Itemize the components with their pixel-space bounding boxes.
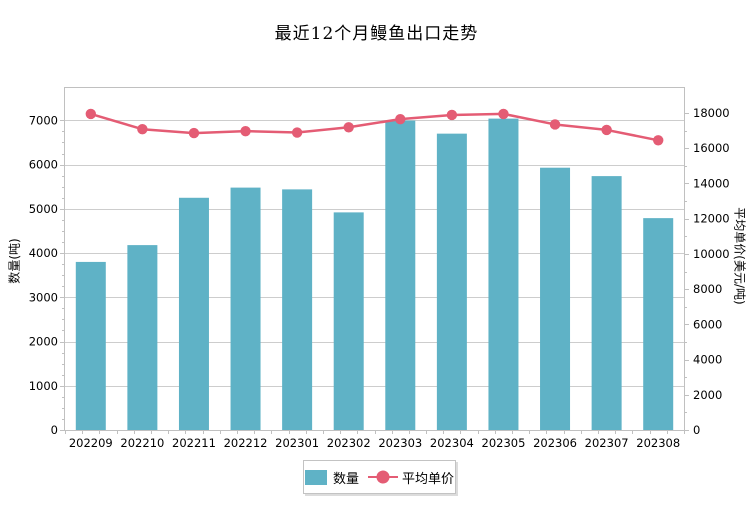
right-axis-tick-label: 10000	[693, 247, 730, 261]
legend-bar-label: 数量	[332, 471, 359, 487]
right-axis-tick-label: 4000	[693, 353, 722, 367]
line-marker-202212	[240, 125, 251, 137]
x-axis-tick-label: 202212	[224, 436, 268, 450]
bar-202305	[488, 118, 519, 430]
line-series	[89, 112, 660, 142]
x-axis-tick-label: 202302	[327, 436, 371, 450]
x-axis-tick-label: 202303	[378, 436, 422, 450]
bar-202210	[127, 245, 158, 430]
right-axis-tick-label: 14000	[693, 176, 730, 190]
legend-line-label: 平均单价	[402, 471, 455, 487]
left-axis-tick-label: 0	[51, 423, 58, 437]
bar-202308	[643, 218, 674, 430]
bar-202303	[385, 120, 416, 430]
bar-202306	[540, 167, 571, 431]
line-marker-202211	[188, 127, 200, 139]
left-axis-tick-label: 2000	[29, 335, 58, 349]
left-axis-tick-label: 4000	[29, 246, 58, 260]
legend-line-dot	[376, 470, 390, 484]
line-marker-202306	[549, 119, 561, 130]
x-axis-tick-label: 202301	[275, 436, 319, 450]
bar-202212	[230, 187, 261, 430]
x-axis-tick-label: 202306	[533, 436, 577, 450]
bar-202211	[178, 197, 209, 430]
x-axis-tick-label: 202211	[172, 436, 216, 450]
right-axis-tick-label: 18000	[693, 106, 730, 120]
legend: 数量 平均单价	[303, 460, 456, 494]
bar-202209	[75, 261, 106, 430]
legend-line-marker-icon	[368, 470, 398, 484]
x-axis-tick-label: 202209	[69, 436, 113, 450]
right-axis-tick-label: 8000	[693, 282, 722, 296]
line-marker-202301	[291, 127, 303, 138]
right-axis-tick-label: 0	[693, 423, 700, 437]
right-axis-tick-label: 16000	[693, 141, 730, 155]
x-axis-tick-label: 202304	[430, 436, 474, 450]
line-marker-202210	[137, 124, 148, 135]
line-marker-202305	[498, 108, 509, 120]
x-axis-tick-label: 202307	[585, 436, 629, 450]
right-axis-tick-label: 2000	[693, 388, 722, 402]
bar-202302	[333, 212, 364, 430]
x-axis-tick-label: 202308	[636, 436, 680, 450]
left-axis-tick-label: 7000	[29, 113, 58, 127]
line-marker-202308	[653, 135, 664, 146]
bar-202307	[591, 176, 622, 430]
left-axis-tick-label: 5000	[29, 202, 58, 216]
line-marker-202307	[601, 124, 612, 136]
bar-202304	[436, 133, 467, 430]
line-marker-202303	[395, 113, 406, 125]
line-marker-202209	[85, 108, 96, 120]
right-axis-tick-label: 6000	[693, 317, 722, 331]
line-marker-202304	[446, 109, 458, 121]
right-axis-tick-label: 12000	[693, 212, 730, 226]
chart-title: 最近12个月鳗鱼出口走势	[274, 24, 479, 44]
legend-bar-swatch	[304, 469, 327, 485]
x-axis-tick-label: 202210	[120, 436, 164, 450]
x-axis-tick-label: 202305	[482, 436, 526, 450]
left-axis-tick-label: 6000	[29, 158, 58, 172]
bar-202301	[282, 189, 313, 430]
line-marker-202302	[343, 122, 354, 133]
left-axis-tick-label: 1000	[29, 379, 58, 393]
left-axis-tick-label: 3000	[29, 290, 58, 304]
plot-border	[64, 87, 685, 431]
